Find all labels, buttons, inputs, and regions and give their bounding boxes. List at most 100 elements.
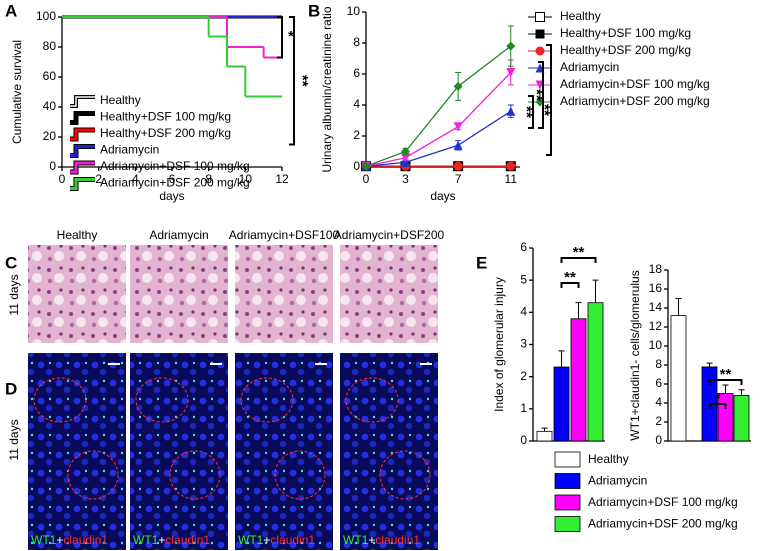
legend-label: Adriamycin: [588, 474, 647, 488]
y-axis-label: Cumulative survival: [10, 40, 24, 144]
y-tick-label: 2: [353, 128, 360, 142]
stain-part: +: [368, 533, 375, 547]
y-tick-label: 16: [649, 281, 663, 295]
panel-label: D: [5, 379, 17, 398]
glomerulus-outline: [345, 377, 399, 423]
y-tick-label: 18: [649, 262, 663, 276]
column-label: Adriamycin: [149, 228, 208, 242]
bracket: [708, 403, 727, 409]
bracket: [546, 44, 552, 156]
annotation: *: [715, 390, 721, 407]
marker: [453, 122, 463, 132]
marker: [400, 153, 410, 163]
panel-label: A: [5, 1, 17, 20]
bar: [536, 430, 553, 442]
annotation: **: [294, 75, 311, 87]
marker: [506, 161, 516, 171]
bracket: [708, 379, 743, 385]
legend-swatch: [70, 95, 95, 108]
legend-swatch: [70, 96, 95, 107]
legend-label: Healthy+DSF 200 mg/kg: [100, 126, 231, 140]
legend-label: Adriamycin+DSF 100 mg/kg: [560, 77, 710, 91]
series-line: [365, 110, 512, 167]
stain-part: claudin1: [375, 533, 420, 547]
y-tick-label: 6: [520, 240, 527, 254]
panel-label: C: [5, 253, 17, 272]
y-tick-label: 60: [43, 69, 57, 83]
y-tick-label: 2: [655, 414, 662, 428]
legend-label: Adriamycin: [100, 143, 159, 157]
legend-label: Adriamycin+DSF 200 mg/kg: [588, 517, 738, 531]
bar: [670, 315, 687, 442]
marker: [361, 161, 371, 171]
stain-part: WT1: [343, 533, 369, 547]
column-label: Adriamycin+DSF100: [229, 228, 340, 242]
glomerulus-outline: [274, 450, 326, 500]
legend-swatch: [554, 451, 581, 468]
fluor-image: [340, 353, 438, 550]
panel-label: E: [476, 253, 487, 272]
legend-swatch: [554, 494, 581, 511]
legend-label: Adriamycin+DSF 200 mg/kg: [100, 176, 250, 190]
stain-label: WT1+claudin1: [31, 533, 108, 547]
y-tick-label: 8: [655, 357, 662, 371]
error-bar: [541, 427, 548, 432]
marker: [535, 12, 545, 22]
stain-label: WT1+claudin1: [133, 533, 210, 547]
stain-part: WT1: [133, 533, 159, 547]
legend-label: Healthy+DSF 100 mg/kg: [100, 110, 231, 124]
y-tick-label: 3: [520, 337, 527, 351]
glomerulus-outline: [240, 377, 294, 423]
fluor-image: [28, 353, 126, 550]
marker: [400, 147, 410, 156]
y-tick-label: 0: [353, 159, 360, 173]
bracket: [289, 16, 295, 146]
error-bar: [738, 389, 745, 396]
bar: [587, 302, 604, 442]
annotation: **: [518, 106, 535, 118]
error-bar: [706, 362, 713, 367]
annotation: **: [720, 366, 732, 383]
legend-label: Healthy: [100, 93, 141, 107]
bar: [570, 318, 587, 442]
error-bar: [558, 350, 565, 368]
row-label: 11 days: [7, 419, 21, 460]
y-tick-label: 8: [353, 35, 360, 49]
annotation: **: [528, 89, 545, 101]
series-line: [365, 45, 512, 167]
axis: [365, 12, 520, 168]
bracket: [560, 257, 597, 263]
he-image: [235, 245, 333, 343]
y-axis-label: Index of glomerular injury: [492, 277, 506, 412]
y-tick-label: 4: [520, 305, 527, 319]
annotation: **: [573, 244, 585, 261]
y-tick-label: 6: [655, 376, 662, 390]
legend-swatch: [70, 161, 95, 174]
x-tick-label: 2: [95, 172, 102, 186]
legend-swatch: [70, 178, 95, 190]
glomerulus-outline: [33, 377, 87, 423]
stain-part: +: [56, 533, 63, 547]
column-label: Healthy: [57, 228, 98, 242]
y-tick-label: 0: [655, 433, 662, 447]
he-image: [340, 245, 438, 343]
stain-part: WT1: [238, 533, 264, 547]
error-bar: [575, 302, 582, 319]
y-tick-label: 5: [520, 272, 527, 286]
x-tick-label: 8: [205, 172, 212, 186]
stain-part: WT1: [31, 533, 57, 547]
marker: [506, 41, 516, 51]
legend-swatch: [554, 473, 581, 489]
x-tick-label: 4: [132, 172, 139, 186]
stain-label: WT1+claudin1: [343, 533, 420, 547]
legend-swatch: [70, 128, 95, 141]
bar: [717, 393, 734, 442]
legend-label: Adriamycin+DSF 100 mg/kg: [588, 495, 738, 509]
series-line: [365, 71, 512, 167]
y-tick-label: 40: [43, 99, 57, 113]
y-tick-label: 80: [43, 39, 57, 53]
marker: [453, 140, 463, 150]
column-label: Adriamycin+DSF200: [334, 228, 445, 242]
stain-part: claudin1: [63, 533, 108, 547]
legend-swatch: [554, 516, 581, 532]
